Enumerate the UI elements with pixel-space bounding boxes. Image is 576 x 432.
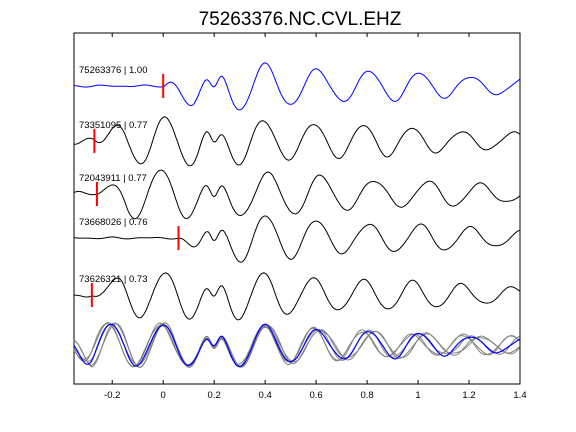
x-tick-label: 0.4 (259, 390, 272, 401)
pick-markers (90, 74, 180, 307)
x-tick-label: 0.8 (360, 390, 373, 401)
trace-line-3 (73, 169, 520, 220)
trace-line-2 (73, 116, 520, 167)
x-tick-label: 1.4 (513, 390, 526, 401)
trace-label-4: 73668026 | 0.76 (79, 217, 148, 228)
stack-overlay (73, 322, 520, 368)
x-tick-label: 0 (161, 390, 166, 401)
stack-trace-5 (73, 322, 520, 368)
x-tick-label: 0.2 (208, 390, 221, 401)
plot-frame (73, 32, 521, 385)
stack-trace-4 (73, 322, 520, 368)
x-tick-label: 1 (415, 390, 420, 401)
x-tick-label: 1.2 (462, 390, 475, 401)
traces-layer (73, 62, 520, 321)
trace-line-4 (73, 215, 520, 263)
trace-label-2: 73351095 | 0.77 (79, 120, 148, 131)
x-axis-ticks: -0.2 0 0.2 0.4 0.6 0.8 1 1.2 1.4 (104, 33, 527, 401)
trace-label-3: 72043911 | 0.77 (79, 173, 147, 184)
trace-line-1 (73, 62, 520, 111)
chart-title: 75263376.NC.CVL.EHZ (199, 9, 402, 30)
trace-label-1: 75263376 | 1.00 (79, 65, 148, 76)
stack-reference-trace (73, 323, 520, 368)
trace-line-5 (74, 272, 520, 321)
x-tick-label: 0.6 (310, 390, 323, 401)
x-tick-label: -0.2 (104, 390, 120, 401)
trace-labels: 75263376 | 1.00 73351095 | 0.77 72043911 |… (79, 65, 148, 285)
trace-label-5: 73626321 | 0.73 (79, 274, 148, 285)
